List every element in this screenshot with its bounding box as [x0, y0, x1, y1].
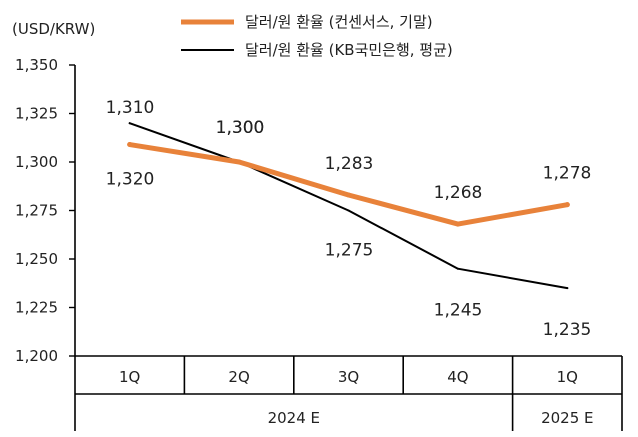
y-tick-label: 1,350 [15, 56, 58, 74]
data-point-kb [566, 287, 569, 290]
x-axis-categories: 1Q 2Q 3Q 4Q 1Q 2024 E 2025 E [119, 368, 593, 427]
unit-label: (USD/KRW) [12, 20, 95, 38]
y-tick-label: 1,275 [15, 202, 58, 220]
data-point-consensus [236, 159, 242, 165]
y-tick-label: 1,200 [15, 347, 58, 365]
x-category-label: 1Q [119, 368, 140, 386]
data-label-kb: 1,235 [543, 320, 592, 340]
data-point-consensus [127, 142, 133, 148]
x-group-label: 2025 E [541, 409, 593, 427]
y-tick-label: 1,250 [15, 250, 58, 268]
x-category-label: 2Q [228, 368, 249, 386]
y-tick-label: 1,225 [15, 299, 58, 317]
legend: 달러/원 환율 (컨센서스, 기말) 달러/원 환율 (KB국민은행, 평균) [181, 13, 453, 59]
legend-label-consensus: 달러/원 환율 (컨센서스, 기말) [245, 13, 433, 31]
x-category-label: 3Q [338, 368, 359, 386]
legend-label-kb: 달러/원 환율 (KB국민은행, 평균) [245, 41, 453, 59]
x-group-label: 2024 E [268, 409, 320, 427]
data-label-kb: 1,300 [216, 118, 265, 138]
data-point-consensus [564, 202, 570, 208]
data-labels: 1,3201,3001,2831,2681,2781,3101,3001,275… [106, 98, 592, 340]
data-label-consensus: 1,278 [543, 164, 592, 184]
series-lines [127, 122, 570, 290]
data-point-consensus [346, 192, 351, 198]
axes [74, 65, 623, 431]
x-category-label: 4Q [447, 368, 468, 386]
y-axis-ticks: 1,200 1,225 1,250 1,275 1,300 1,325 1,350 [15, 56, 75, 365]
y-tick-label: 1,325 [15, 105, 58, 123]
data-point-kb [347, 209, 350, 212]
data-label-kb: 1,245 [434, 301, 483, 321]
data-label-consensus: 1,300 [216, 118, 265, 138]
x-category-label: 1Q [557, 368, 578, 386]
series-line-kb [128, 122, 569, 290]
data-point-kb [128, 122, 131, 125]
data-point-consensus [455, 221, 461, 227]
y-tick-label: 1,300 [15, 153, 58, 171]
data-point-kb [456, 267, 459, 270]
data-label-kb: 1,275 [325, 241, 374, 261]
data-label-consensus: 1,268 [434, 183, 483, 203]
data-label-consensus: 1,320 [106, 170, 155, 190]
data-label-kb: 1,310 [106, 98, 155, 118]
data-label-consensus: 1,283 [325, 154, 374, 174]
